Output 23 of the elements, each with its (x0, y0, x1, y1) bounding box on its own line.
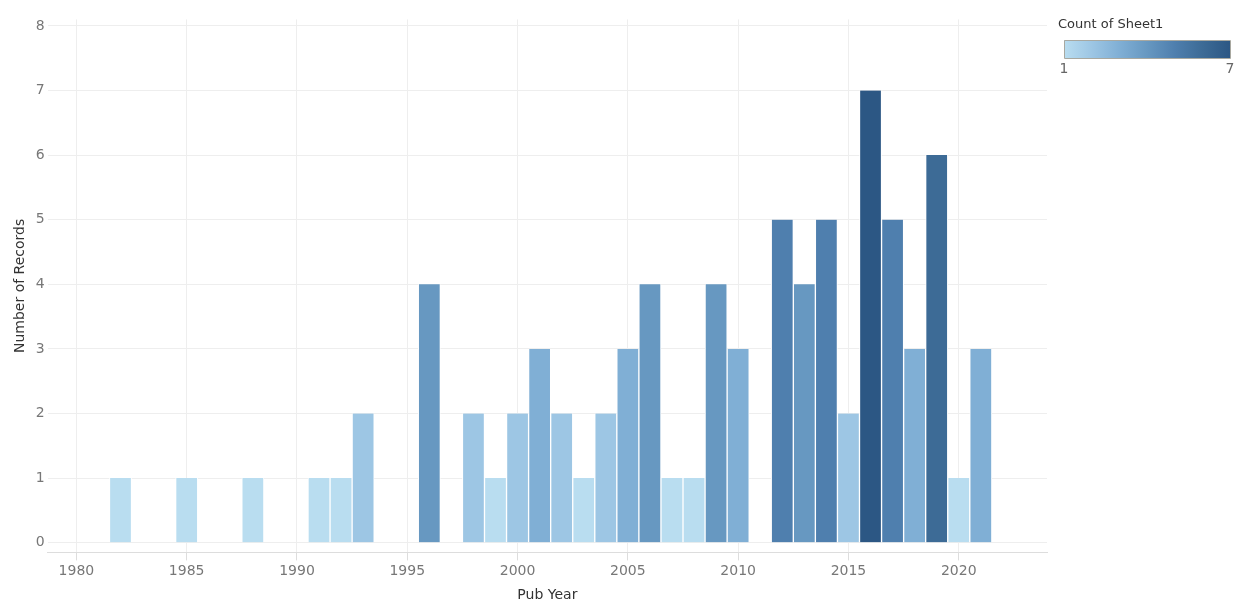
x-tick-label: 1990 (279, 562, 315, 579)
x-tick-label: 1985 (168, 562, 205, 579)
y-tick-label: 8 (35, 16, 45, 33)
y-tick-label: 6 (35, 145, 45, 162)
y-tick-label: 4 (35, 274, 45, 291)
x-tick-label: 2005 (610, 562, 646, 579)
x-tick-label: 2010 (720, 562, 756, 579)
x-tick-label: 1980 (58, 562, 95, 579)
y-tick-label: 7 (35, 81, 45, 98)
x-tick-label: 2020 (940, 562, 977, 579)
x-tick-label: 2000 (499, 562, 536, 579)
y-tick-label: 5 (35, 210, 45, 227)
x-tick-label: 1995 (389, 562, 426, 579)
color-bar-label: 1 (1059, 59, 1069, 76)
color-bar-title: Count of Sheet1 (1058, 16, 1164, 31)
x-tick-label: 2015 (830, 562, 867, 579)
color-bar-label: 7 (1225, 59, 1235, 76)
y-tick-label: 3 (35, 339, 45, 356)
y-tick-label: 0 (35, 533, 45, 550)
x-axis-title: Pub Year (517, 586, 578, 603)
y-tick-label: 2 (35, 404, 45, 421)
y-axis-title: Number of Records (11, 218, 28, 354)
y-tick-label: 1 (35, 468, 45, 485)
